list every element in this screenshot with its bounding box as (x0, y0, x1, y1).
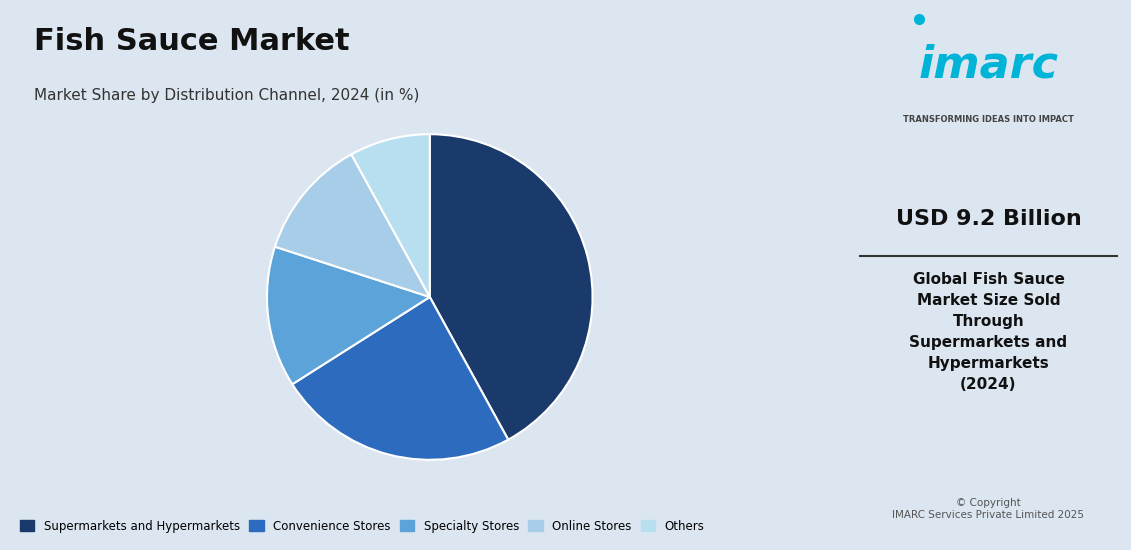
Wedge shape (267, 247, 430, 384)
Text: TRANSFORMING IDEAS INTO IMPACT: TRANSFORMING IDEAS INTO IMPACT (903, 116, 1074, 124)
Text: Global Fish Sauce
Market Size Sold
Through
Supermarkets and
Hypermarkets
(2024): Global Fish Sauce Market Size Sold Throu… (909, 272, 1068, 392)
Text: © Copyright
IMARC Services Private Limited 2025: © Copyright IMARC Services Private Limit… (892, 498, 1085, 520)
Text: Fish Sauce Market: Fish Sauce Market (34, 28, 349, 57)
Text: USD 9.2 Billion: USD 9.2 Billion (896, 209, 1081, 229)
Wedge shape (430, 134, 593, 439)
Text: imarc: imarc (918, 44, 1059, 87)
Text: Market Share by Distribution Channel, 2024 (in %): Market Share by Distribution Channel, 20… (34, 88, 420, 103)
Wedge shape (275, 155, 430, 297)
Wedge shape (352, 134, 430, 297)
Wedge shape (292, 297, 508, 460)
Legend: Supermarkets and Hypermarkets, Convenience Stores, Specialty Stores, Online Stor: Supermarkets and Hypermarkets, Convenien… (15, 514, 710, 538)
